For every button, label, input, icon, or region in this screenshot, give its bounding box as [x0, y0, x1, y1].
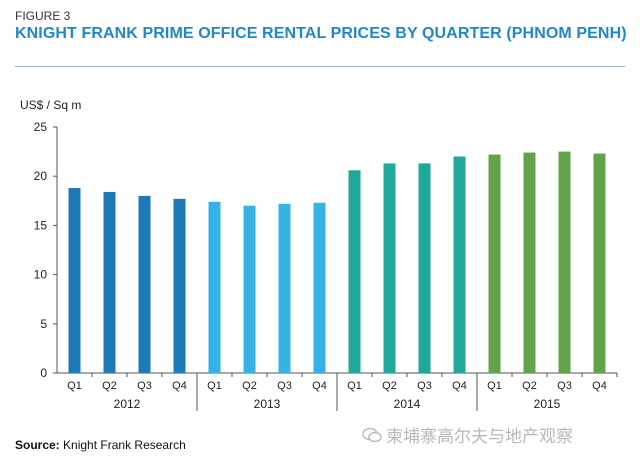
- y-tick-label: 10: [34, 268, 48, 282]
- year-label: 2015: [534, 397, 561, 411]
- title-divider: [15, 66, 625, 67]
- year-label: 2014: [394, 397, 421, 411]
- source-text: Knight Frank Research: [63, 438, 186, 452]
- watermark: 柬埔寨高尔夫与地产观察: [362, 422, 573, 447]
- x-tick-label: Q2: [522, 380, 537, 392]
- y-tick-label: 20: [34, 169, 48, 183]
- bar: [138, 195, 151, 373]
- x-tick-label: Q1: [347, 380, 362, 392]
- y-tick-label: 0: [40, 366, 47, 380]
- bar: [523, 152, 536, 373]
- bar: [173, 198, 186, 373]
- bar: [418, 163, 431, 373]
- x-tick-label: Q3: [557, 380, 572, 392]
- x-tick-label: Q1: [487, 380, 502, 392]
- wechat-bubble-icon: [362, 427, 382, 443]
- x-tick-label: Q4: [312, 380, 327, 392]
- x-tick-label: Q2: [102, 380, 117, 392]
- x-tick-label: Q1: [207, 380, 222, 392]
- y-tick-label: 5: [40, 317, 47, 331]
- x-tick-label: Q2: [242, 380, 257, 392]
- bar: [558, 151, 571, 373]
- chart-title: KNIGHT FRANK PRIME OFFICE RENTAL PRICES …: [15, 25, 627, 42]
- bar: [453, 156, 466, 373]
- bar: [208, 201, 221, 373]
- bar: [243, 205, 256, 373]
- figure-label: FIGURE 3: [15, 9, 71, 23]
- y-axis-label: US$ / Sq m: [20, 98, 81, 112]
- bar: [383, 163, 396, 373]
- year-label: 2013: [254, 397, 281, 411]
- bar: [488, 154, 501, 373]
- bar: [68, 188, 81, 373]
- x-tick-label: Q4: [452, 380, 467, 392]
- source-note: Source: Knight Frank Research: [15, 438, 186, 452]
- x-tick-label: Q1: [67, 380, 82, 392]
- y-tick-label: 25: [34, 120, 48, 134]
- x-tick-label: Q3: [417, 380, 432, 392]
- y-tick-label: 15: [34, 218, 48, 232]
- source-prefix: Source:: [15, 438, 60, 452]
- x-tick-label: Q3: [277, 380, 292, 392]
- x-tick-label: Q2: [382, 380, 397, 392]
- bar-chart: US$ / Sq m 0 5 10 15 20 25 Q1 Q2 Q3 Q4 Q1 Q2 Q3 Q4 Q1 Q2…: [20, 98, 618, 411]
- bar: [348, 170, 361, 373]
- year-label: 2012: [114, 397, 141, 411]
- bar: [278, 203, 291, 373]
- x-tick-label: Q4: [592, 380, 607, 392]
- x-tick-label: Q3: [137, 380, 152, 392]
- watermark-text: 柬埔寨高尔夫与地产观察: [386, 427, 573, 446]
- bar: [313, 202, 326, 373]
- x-tick-label: Q4: [172, 380, 187, 392]
- bar: [103, 191, 116, 373]
- bar: [593, 153, 606, 373]
